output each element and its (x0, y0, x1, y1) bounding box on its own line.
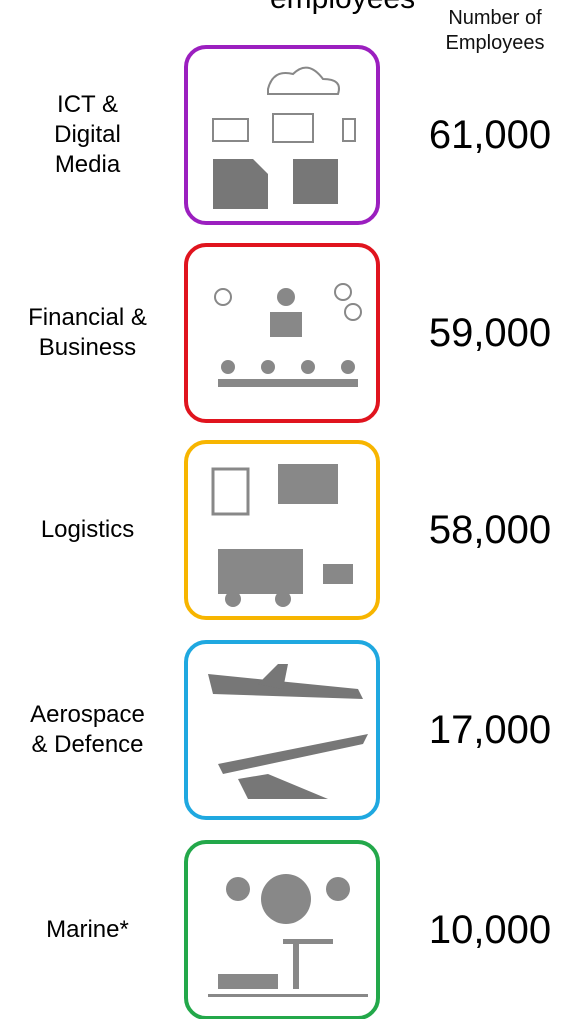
column-heading: Number of Employees (445, 7, 545, 54)
row-label: Financial & Business (28, 304, 147, 361)
sector-icon (214, 283, 362, 387)
row-label: Marine* (46, 916, 129, 943)
sector-icon (208, 664, 368, 799)
employee-count: 58,000 (428, 507, 552, 552)
icon-box (184, 45, 380, 225)
sector-icon (208, 874, 368, 997)
header-title: employees (270, 0, 415, 16)
employee-count: 59,000 (428, 310, 552, 355)
icon-box (184, 640, 380, 820)
sector-icon (211, 464, 353, 607)
employee-count: 10,000 (428, 907, 552, 952)
icon-box (184, 840, 380, 1019)
icon-box (184, 440, 380, 620)
row-label: Logistics (40, 516, 135, 543)
row-label: ICT & Digital Media (54, 91, 121, 178)
icon-box (184, 243, 380, 423)
sector-icon (212, 66, 356, 209)
row-label: Aerospace & Defence (30, 701, 145, 758)
employee-count: 17,000 (428, 707, 552, 752)
employee-count: 61,000 (428, 112, 552, 157)
